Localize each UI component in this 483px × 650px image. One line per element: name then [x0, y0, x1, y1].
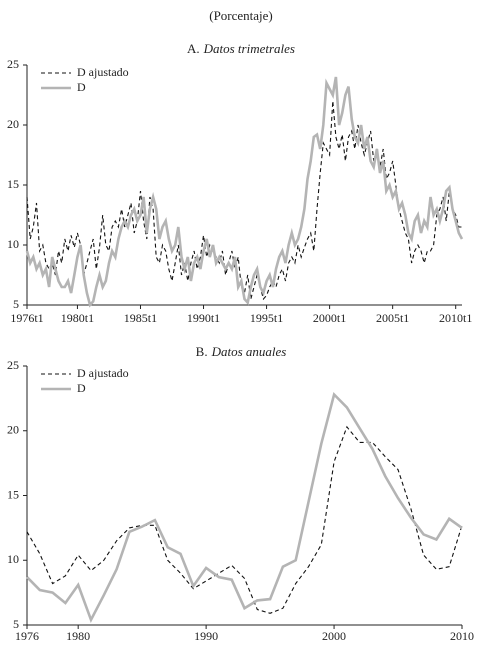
- y-tick-label: 20: [7, 423, 19, 437]
- panel-title: B. Datos anuales: [196, 344, 287, 359]
- x-tick-label: 1985t1: [124, 311, 157, 325]
- panel-title-text: Datos trimetrales: [203, 41, 295, 56]
- panel-label: A.: [187, 41, 200, 56]
- legend-label: D: [77, 381, 86, 395]
- x-tick-label: 1976: [15, 629, 39, 643]
- y-tick-label: 20: [7, 117, 19, 131]
- series-line: [25, 76, 464, 308]
- y-tick-label: 5: [13, 617, 19, 631]
- x-tick-label: 2010t1: [439, 311, 472, 325]
- panel-title: A. Datos trimetrales: [187, 41, 295, 56]
- x-tick-label: 2005t1: [376, 311, 409, 325]
- subtitle: (Porcentaje): [209, 8, 273, 23]
- y-tick-label: 25: [7, 57, 19, 71]
- series-line: [26, 425, 463, 614]
- y-tick-label: 10: [7, 552, 19, 566]
- legend-label: D ajustado: [77, 366, 129, 380]
- y-tick-label: 25: [7, 358, 19, 372]
- legend-label: D: [77, 80, 86, 94]
- x-tick-label: 2000t1: [313, 311, 346, 325]
- panel-title-text: Datos anuales: [211, 344, 287, 359]
- x-tick-label: 1990: [194, 629, 218, 643]
- x-tick-label: 1976t1: [10, 311, 43, 325]
- x-tick-label: 1980t1: [61, 311, 94, 325]
- panel-label: B.: [196, 344, 208, 359]
- x-tick-label: 1980: [66, 629, 90, 643]
- y-tick-label: 5: [13, 297, 19, 311]
- x-tick-label: 1990t1: [187, 311, 220, 325]
- y-tick-label: 15: [7, 177, 19, 191]
- y-tick-label: 15: [7, 487, 19, 501]
- legend-label: D ajustado: [77, 65, 129, 79]
- x-tick-label: 2010: [450, 629, 474, 643]
- series-line: [26, 391, 463, 624]
- x-tick-label: 1995t1: [250, 311, 283, 325]
- y-tick-label: 10: [7, 237, 19, 251]
- x-tick-label: 2000: [322, 629, 346, 643]
